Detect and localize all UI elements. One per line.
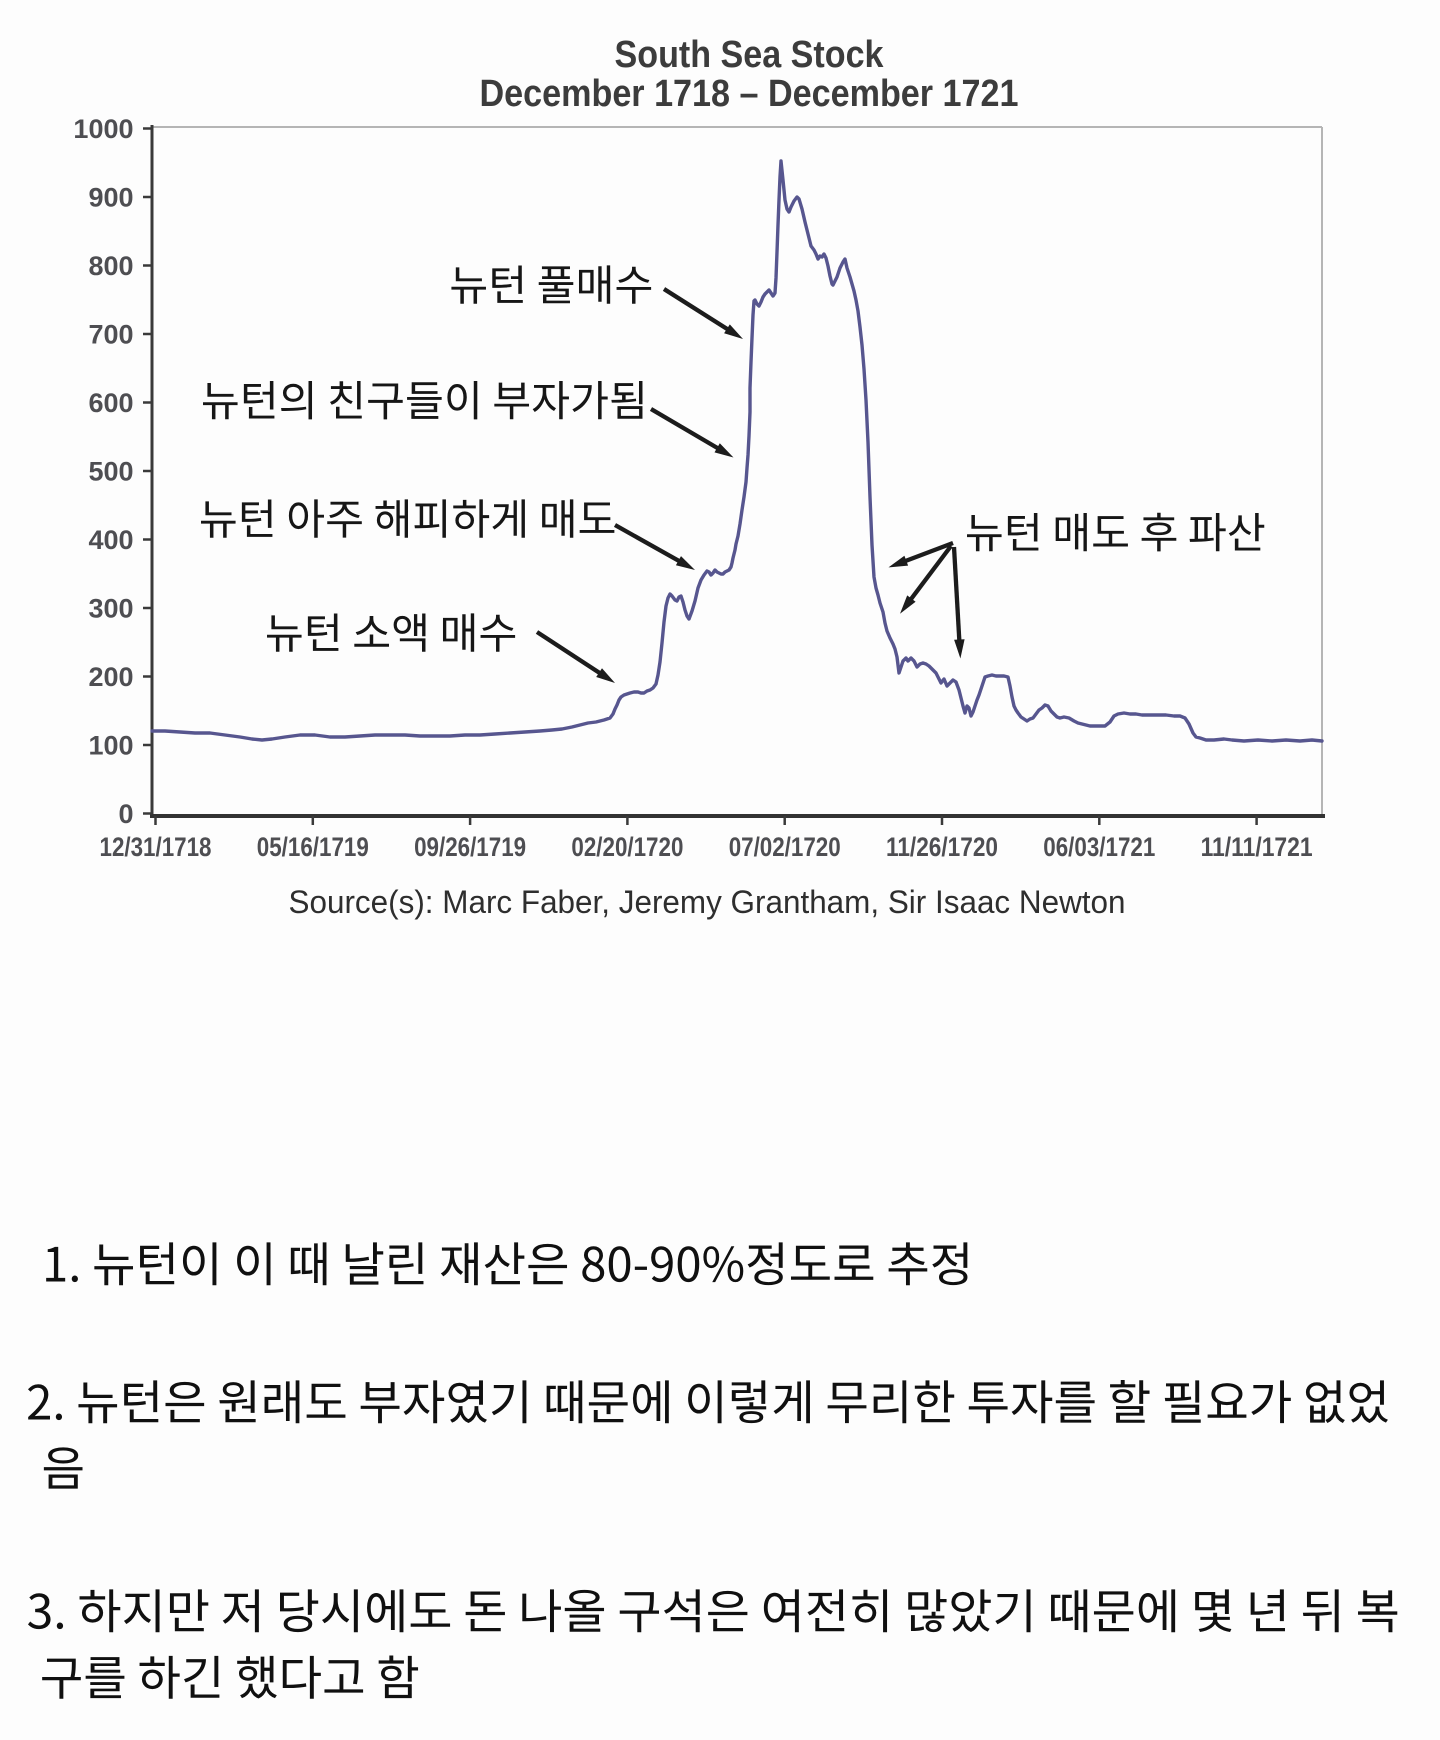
svg-text:December 1718 – December 1721: December 1718 – December 1721 xyxy=(480,73,1019,115)
svg-text:600: 600 xyxy=(88,388,133,418)
svg-text:11/26/1720: 11/26/1720 xyxy=(886,832,998,862)
svg-text:800: 800 xyxy=(88,251,133,281)
svg-text:05/16/1719: 05/16/1719 xyxy=(257,832,369,862)
svg-text:11/11/1721: 11/11/1721 xyxy=(1201,832,1313,862)
svg-text:0: 0 xyxy=(118,799,133,829)
svg-text:06/03/1721: 06/03/1721 xyxy=(1043,832,1155,862)
svg-text:12/31/1718: 12/31/1718 xyxy=(100,832,212,862)
svg-text:300: 300 xyxy=(88,594,133,624)
svg-text:500: 500 xyxy=(88,457,133,487)
svg-text:South Sea Stock: South Sea Stock xyxy=(615,34,885,76)
svg-text:Source(s): Marc Faber, Jeremy: Source(s): Marc Faber, Jeremy Grantham, … xyxy=(289,884,1126,920)
svg-text:900: 900 xyxy=(88,183,133,213)
svg-text:100: 100 xyxy=(88,731,133,761)
svg-text:02/20/1720: 02/20/1720 xyxy=(571,832,683,862)
svg-text:09/26/1719: 09/26/1719 xyxy=(414,832,526,862)
svg-text:200: 200 xyxy=(88,662,133,692)
svg-text:1000: 1000 xyxy=(73,114,133,144)
svg-text:07/02/1720: 07/02/1720 xyxy=(729,832,841,862)
svg-text:400: 400 xyxy=(88,525,133,555)
svg-text:700: 700 xyxy=(88,320,133,350)
